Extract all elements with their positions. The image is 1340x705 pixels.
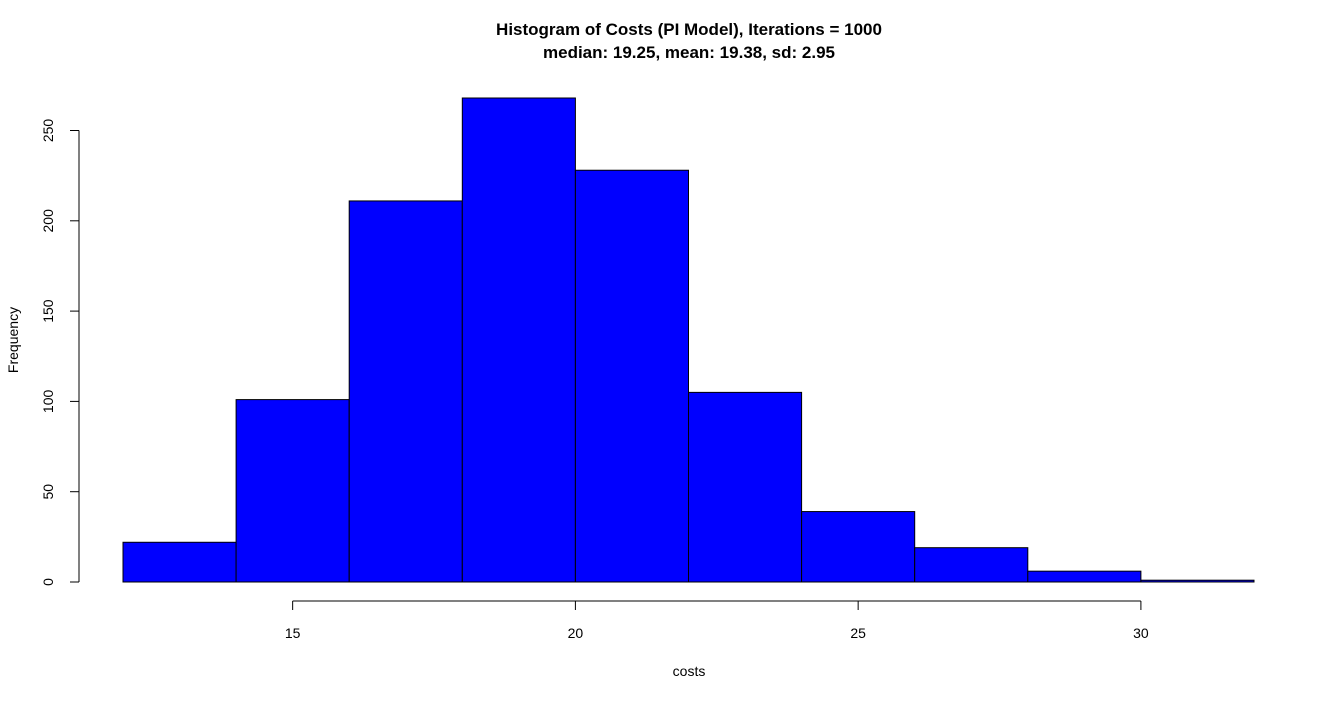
y-tick-label: 50 [40, 484, 56, 500]
histogram-bar [1140, 579, 1255, 583]
y-tick-label: 250 [40, 119, 56, 143]
x-axis: 15 20 25 30 [285, 600, 1149, 641]
y-tick-label: 150 [40, 299, 56, 323]
y-tick-label: 0 [40, 578, 56, 586]
x-tick-label: 15 [285, 625, 301, 641]
histogram-bar [122, 541, 237, 583]
histogram-bar [235, 399, 350, 583]
histogram-bar [461, 97, 576, 583]
x-tick-label: 20 [568, 625, 584, 641]
y-tick-label: 200 [40, 209, 56, 233]
histogram-bar [801, 511, 916, 583]
y-tick-label: 100 [40, 390, 56, 414]
y-axis: 0 50 100 150 200 250 [40, 119, 80, 586]
chart-subtitle: median: 19.25, mean: 19.38, sd: 2.95 [543, 43, 835, 62]
histogram-bar [1027, 570, 1142, 583]
histogram-bar [914, 547, 1029, 583]
y-axis-label: Frequency [5, 307, 21, 373]
x-tick-label: 30 [1133, 625, 1149, 641]
chart-title: Histogram of Costs (PI Model), Iteration… [496, 20, 882, 39]
histogram-bars [122, 97, 1255, 583]
x-tick-label: 25 [850, 625, 866, 641]
histogram-bar [688, 391, 803, 583]
histogram-bar [574, 169, 690, 583]
x-axis-label: costs [673, 663, 706, 679]
histogram-bar [348, 200, 463, 583]
